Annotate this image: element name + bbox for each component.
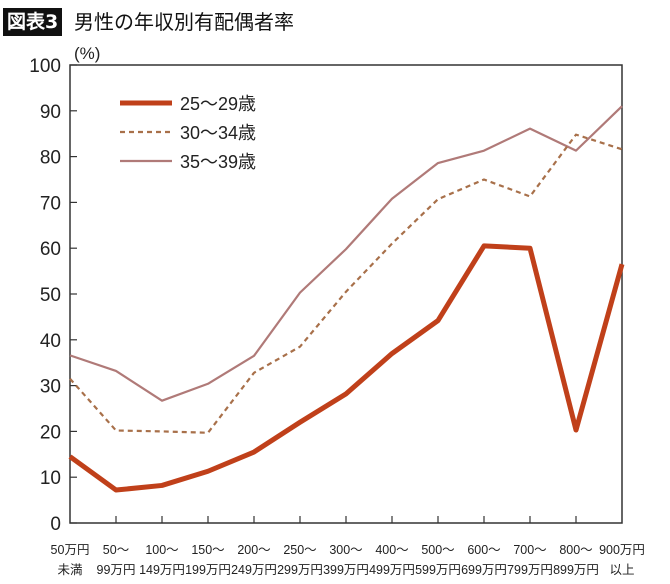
x-tick-label: 400〜 [375, 543, 408, 557]
x-tick-label: 249万円 [231, 563, 277, 577]
x-tick-label: 未満 [57, 563, 82, 577]
series-line [69, 105, 623, 402]
legend-label: 30〜34歳 [180, 123, 256, 143]
x-tick-label: 900万円 [599, 543, 645, 557]
y-tick-label: 30 [40, 377, 61, 398]
y-tick-label: 100 [29, 56, 61, 77]
y-tick-label: 20 [40, 422, 61, 443]
x-tick-label: 199万円 [185, 563, 231, 577]
y-tick-label: 10 [40, 468, 61, 489]
x-tick-label: 399万円 [323, 563, 369, 577]
x-tick-label: 100〜 [145, 543, 178, 557]
x-tick-label: 149万円 [139, 563, 185, 577]
y-tick-label: 40 [40, 331, 61, 352]
x-tick-label: 899万円 [553, 563, 599, 577]
y-tick-label: 0 [50, 514, 61, 535]
chart-title: 男性の年収別有配偶者率 [74, 10, 294, 34]
x-tick-label: 599万円 [415, 563, 461, 577]
y-axis-unit: (%) [74, 44, 100, 63]
x-tick-label: 150〜 [191, 543, 224, 557]
x-tick-label: 799万円 [507, 563, 553, 577]
y-tick-label: 60 [40, 239, 61, 260]
y-tick-label: 70 [40, 193, 61, 214]
x-tick-label: 499万円 [369, 563, 415, 577]
figure-badge: 図表3 [3, 8, 63, 36]
legend-label: 25〜29歳 [180, 94, 256, 114]
x-tick-label: 300〜 [329, 543, 362, 557]
x-tick-label: 50万円 [51, 543, 90, 557]
x-tick-label: 299万円 [277, 563, 323, 577]
x-tick-label: 800〜 [559, 543, 592, 557]
x-tick-label: 50〜 [103, 543, 129, 557]
x-tick-label: 700〜 [513, 543, 546, 557]
legend-label: 35〜39歳 [180, 152, 256, 172]
series-line [69, 133, 623, 434]
x-tick-label: 以上 [609, 563, 634, 577]
x-tick-label: 500〜 [421, 543, 454, 557]
series-line [68, 243, 625, 493]
y-tick-label: 50 [40, 285, 61, 306]
y-tick-label: 90 [40, 102, 61, 123]
y-tick-label: 80 [40, 148, 61, 169]
x-tick-label: 200〜 [237, 543, 270, 557]
x-tick-label: 600〜 [467, 543, 500, 557]
x-tick-label: 699万円 [461, 563, 507, 577]
x-tick-label: 99万円 [97, 563, 136, 577]
x-tick-label: 250〜 [283, 543, 316, 557]
